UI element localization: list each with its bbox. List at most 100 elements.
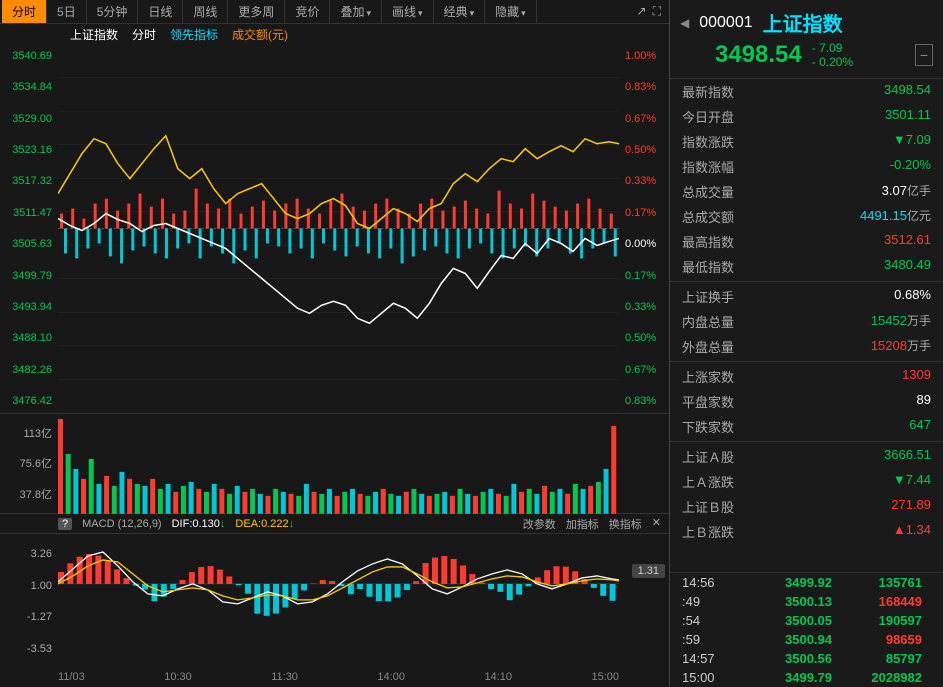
tick-table: 14:563499.92135761:493500.13168449:54350… — [670, 572, 943, 687]
y-left-tick: 3499.79 — [4, 270, 52, 282]
toolbar-icon-1[interactable]: ⛶ — [653, 4, 661, 19]
collapse-icon[interactable]: − — [915, 44, 933, 66]
stat-row: 最低指数3480.49 — [670, 254, 943, 279]
stat-row: 上证Ａ股3666.51 — [670, 444, 943, 469]
tab-7[interactable]: 叠加▾ — [330, 0, 382, 23]
x-tick: 11:30 — [271, 671, 298, 687]
y-left-tick: 3529.00 — [4, 113, 52, 125]
macd-header: ? MACD (12,26,9) DIF:0.130↓ DEA:0.222↓ 改… — [0, 514, 669, 534]
chart-indicator: 领先指标 — [170, 26, 218, 43]
tab-1[interactable]: 5日 — [47, 0, 87, 23]
x-tick: 14:00 — [377, 671, 405, 687]
close-icon[interactable]: ✕ — [652, 516, 661, 532]
tick-row: :493500.13168449 — [670, 592, 943, 611]
tab-10[interactable]: 隐藏▾ — [485, 0, 537, 23]
stat-row: 内盘总量15452万手 — [670, 309, 943, 334]
stat-row: 上Ａ涨跌▼7.44 — [670, 469, 943, 494]
stat-row: 今日开盘3501.11 — [670, 104, 943, 129]
stat-row: 最新指数3498.54 — [670, 79, 943, 104]
last-price: 3498.54 — [715, 41, 802, 69]
tab-5[interactable]: 更多周 — [228, 0, 285, 23]
y-right-tick: 1.00% — [625, 50, 665, 62]
tab-6[interactable]: 竞价 — [285, 0, 330, 23]
tick-row: :593500.9498659 — [670, 630, 943, 649]
macd-btn-2[interactable]: 换指标 — [609, 516, 642, 532]
macd-y-tick: 1.00 — [4, 580, 52, 592]
tab-3[interactable]: 日线 — [138, 0, 183, 23]
toolbar-icon-0[interactable]: ↗ — [637, 4, 647, 19]
y-left-tick: 3488.10 — [4, 332, 52, 344]
tab-8[interactable]: 画线▾ — [382, 0, 434, 23]
stat-row: 上Ｂ涨跌▲1.34 — [670, 519, 943, 544]
y-right-tick: 0.67% — [625, 113, 665, 125]
chart-name: 上证指数 — [70, 26, 118, 43]
stat-row: 平盘家数89 — [670, 389, 943, 414]
volume-chart[interactable]: 113亿 75.6亿 37.8亿 — [0, 414, 669, 514]
stat-row: 最高指数3512.61 — [670, 229, 943, 254]
tab-0[interactable]: 分时 — [2, 0, 47, 23]
stat-row: 总成交额4491.15亿元 — [670, 204, 943, 229]
price-chart-area — [58, 44, 619, 413]
vol-y-tick: 75.6亿 — [4, 455, 52, 471]
macd-dif: DIF:0.130↓ — [172, 518, 226, 530]
y-right-tick: 0.50% — [625, 332, 665, 344]
tick-row: :543500.05190597 — [670, 611, 943, 630]
tab-4[interactable]: 周线 — [183, 0, 228, 23]
y-left-tick: 3517.32 — [4, 175, 52, 187]
volume-chart-area — [58, 414, 619, 513]
chart-toolbar: 分时5日5分钟日线周线更多周竞价叠加▾画线▾经典▾隐藏▾ ↗ ⛶ — [0, 0, 669, 24]
chart-period: 分时 — [132, 26, 156, 43]
macd-value-badge: 1.31 — [632, 564, 665, 578]
macd-title: MACD (12,26,9) — [82, 518, 161, 530]
quote-header: ◀ 000001 上证指数 3498.54 - 7.09 - 0.20% − — [670, 0, 943, 79]
tick-row: 14:563499.92135761 — [670, 573, 943, 592]
y-left-tick: 3523.16 — [4, 144, 52, 156]
stat-row: 上证Ｂ股271.89 — [670, 494, 943, 519]
stat-row: 指数涨幅-0.20% — [670, 154, 943, 179]
stat-row: 外盘总量15208万手 — [670, 334, 943, 359]
x-tick: 11/03 — [58, 671, 85, 687]
prev-icon[interactable]: ◀ — [680, 16, 689, 30]
stock-name: 上证指数 — [763, 8, 843, 37]
macd-chart[interactable]: 3.261.00-1.27-3.53 1.31 — [0, 534, 669, 669]
y-left-tick: 3476.42 — [4, 395, 52, 407]
macd-y-tick: -3.53 — [4, 643, 52, 655]
y-right-tick: 0.33% — [625, 175, 665, 187]
stats-panel: 最新指数3498.54今日开盘3501.11指数涨跌▼7.09指数涨幅-0.20… — [670, 79, 943, 572]
y-axis-left: 3540.693534.843529.003523.163517.323511.… — [0, 44, 56, 413]
chart-header: 上证指数 分时 领先指标 成交额(元) — [0, 24, 669, 44]
x-tick: 10:30 — [164, 671, 192, 687]
y-right-tick: 0.33% — [625, 301, 665, 313]
y-axis-right: 1.00%0.83%0.67%0.50%0.33%0.17%0.00%0.17%… — [621, 44, 669, 413]
stat-row: 上证换手0.68% — [670, 284, 943, 309]
vol-y-tick: 37.8亿 — [4, 486, 52, 502]
y-left-tick: 3493.94 — [4, 301, 52, 313]
macd-btn-1[interactable]: 加指标 — [566, 516, 599, 532]
x-axis: 11/0310:3011:3014:0014:1015:00 — [0, 669, 669, 687]
y-right-tick: 0.00% — [625, 238, 665, 250]
vol-y-tick: 113亿 — [4, 425, 52, 441]
macd-chart-area — [58, 534, 619, 669]
y-left-tick: 3482.26 — [4, 364, 52, 376]
y-right-tick: 0.17% — [625, 270, 665, 282]
y-left-tick: 3534.84 — [4, 81, 52, 93]
y-left-tick: 3511.47 — [4, 207, 52, 219]
macd-y-tick: 3.26 — [4, 548, 52, 560]
tab-9[interactable]: 经典▾ — [434, 0, 486, 23]
y-right-tick: 0.83% — [625, 395, 665, 407]
y-left-tick: 3505.63 — [4, 238, 52, 250]
help-icon[interactable]: ? — [58, 518, 72, 530]
stock-code: 000001 — [699, 14, 752, 32]
volume-y-axis: 113亿 75.6亿 37.8亿 — [0, 414, 56, 513]
x-tick: 15:00 — [591, 671, 619, 687]
tab-2[interactable]: 5分钟 — [87, 0, 139, 23]
stat-row: 下跌家数647 — [670, 414, 943, 439]
stat-row: 总成交量3.07亿手 — [670, 179, 943, 204]
macd-btn-0[interactable]: 改参数 — [523, 516, 556, 532]
main-chart[interactable]: 3540.693534.843529.003523.163517.323511.… — [0, 44, 669, 414]
macd-dea: DEA:0.222↓ — [235, 518, 294, 530]
chart-volume-label: 成交额(元) — [232, 26, 288, 43]
tick-row: 15:003499.792028982 — [670, 668, 943, 687]
y-right-tick: 0.83% — [625, 81, 665, 93]
stat-row: 指数涨跌▼7.09 — [670, 129, 943, 154]
